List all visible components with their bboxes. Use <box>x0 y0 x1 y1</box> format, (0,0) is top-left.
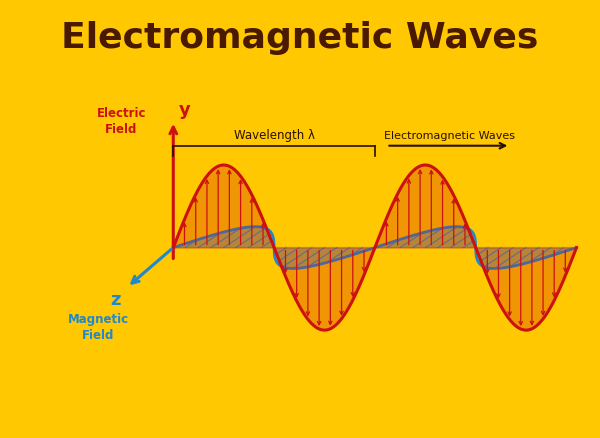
Polygon shape <box>173 227 274 248</box>
Polygon shape <box>274 248 376 269</box>
Text: Magnetic
Field: Magnetic Field <box>68 312 129 341</box>
Text: Electromagnetic Waves: Electromagnetic Waves <box>61 21 539 55</box>
Text: Electromagnetic Waves: Electromagnetic Waves <box>383 131 515 141</box>
Text: Wavelength λ: Wavelength λ <box>233 129 314 142</box>
Text: y: y <box>179 101 191 119</box>
Polygon shape <box>375 227 476 248</box>
Text: z: z <box>110 290 120 308</box>
Text: Electric
Field: Electric Field <box>97 106 146 135</box>
Polygon shape <box>476 248 577 269</box>
